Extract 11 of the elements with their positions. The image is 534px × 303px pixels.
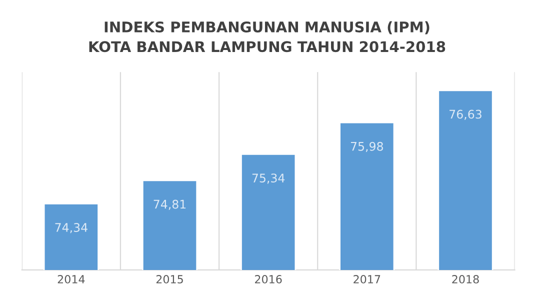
x-tick-label: 2016 bbox=[255, 275, 282, 284]
data-label: 76,63 bbox=[450, 110, 482, 120]
x-tick-label: 2017 bbox=[354, 275, 380, 284]
x-tick-label: 2015 bbox=[156, 275, 183, 284]
data-label: 75,98 bbox=[350, 142, 383, 152]
x-tick-label: 2018 bbox=[452, 275, 479, 284]
x-tick-label: 2014 bbox=[58, 275, 85, 284]
data-label: 75,34 bbox=[252, 174, 285, 184]
data-label: 74,81 bbox=[154, 200, 186, 210]
data-label: 74,34 bbox=[55, 223, 88, 234]
chart-title: INDEKS PEMBANGUNAN MANUSIA (IPM) KOTA BANDAR LAMPUNG TAHUN 2014-2018 bbox=[89, 21, 446, 52]
